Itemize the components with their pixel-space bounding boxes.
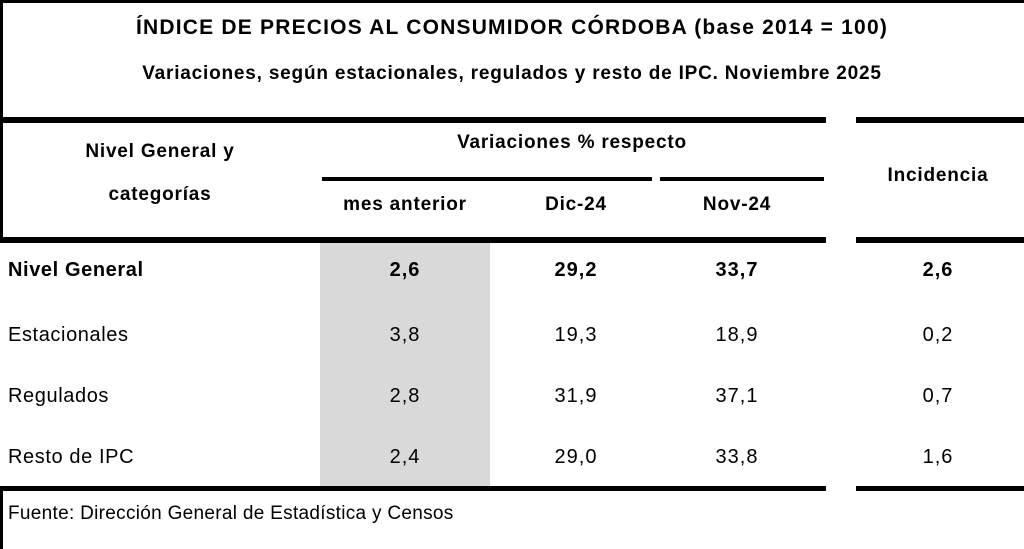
source-note: Fuente: Dirección General de Estadística… bbox=[8, 503, 454, 524]
row-label-estacionales: Estacionales bbox=[8, 324, 129, 346]
table-bottom-rule-right bbox=[856, 486, 1024, 491]
mes-anterior-column-highlight bbox=[320, 243, 490, 486]
header-bottom-rule-left bbox=[0, 237, 826, 243]
cell-regulados-nov-24: 37,1 bbox=[715, 385, 759, 407]
cell-resto-de-ipc-incidencia: 1,6 bbox=[922, 446, 954, 468]
figure-title: ÍNDICE DE PRECIOS AL CONSUMIDOR CÓRDOBA … bbox=[135, 16, 889, 39]
cell-resto-de-ipc-dic-24: 29,0 bbox=[554, 446, 598, 468]
row-label-resto-de-ipc: Resto de IPC bbox=[8, 446, 135, 468]
stub-header-line2: categorías bbox=[108, 184, 212, 205]
row-label-regulados: Regulados bbox=[8, 385, 110, 407]
cell-estacionales-nov-24: 18,9 bbox=[715, 324, 759, 346]
cell-nivel-general-dic-24: 29,2 bbox=[554, 259, 598, 281]
cell-regulados-mes-anterior: 2,8 bbox=[389, 385, 421, 407]
figure-subtitle: Variaciones, según estacionales, regulad… bbox=[142, 63, 882, 84]
cell-regulados-incidencia: 0,7 bbox=[922, 385, 954, 407]
row-label-nivel-general: Nivel General bbox=[8, 259, 144, 281]
col-header-incidencia: Incidencia bbox=[887, 165, 989, 186]
group-header-underline-left bbox=[322, 177, 652, 181]
header-bottom-rule-right bbox=[856, 237, 1024, 243]
group-header-underline-right bbox=[660, 177, 824, 181]
col-header-nov-24: Nov-24 bbox=[702, 194, 772, 215]
cell-resto-de-ipc-mes-anterior: 2,4 bbox=[389, 446, 421, 468]
cell-nivel-general-nov-24: 33,7 bbox=[715, 259, 759, 281]
variations-group-header: Variaciones % respecto bbox=[457, 132, 687, 153]
cell-estacionales-dic-24: 19,3 bbox=[554, 324, 598, 346]
cell-regulados-dic-24: 31,9 bbox=[554, 385, 598, 407]
cell-estacionales-mes-anterior: 3,8 bbox=[389, 324, 421, 346]
col-header-dic-24: Dic-24 bbox=[545, 194, 607, 215]
outer-border-left-footer bbox=[0, 486, 3, 549]
cell-nivel-general-mes-anterior: 2,6 bbox=[389, 259, 421, 281]
col-header-mes-anterior: mes anterior bbox=[343, 194, 467, 215]
cell-nivel-general-incidencia: 2,6 bbox=[922, 259, 954, 281]
outer-border-top bbox=[0, 0, 1024, 3]
stub-header-line1: Nivel General y bbox=[85, 141, 235, 162]
header-top-rule-right bbox=[856, 117, 1024, 123]
cell-estacionales-incidencia: 0,2 bbox=[922, 324, 954, 346]
cell-resto-de-ipc-nov-24: 33,8 bbox=[715, 446, 759, 468]
table-bottom-rule-left bbox=[0, 486, 826, 491]
header-top-rule-left bbox=[0, 117, 826, 123]
